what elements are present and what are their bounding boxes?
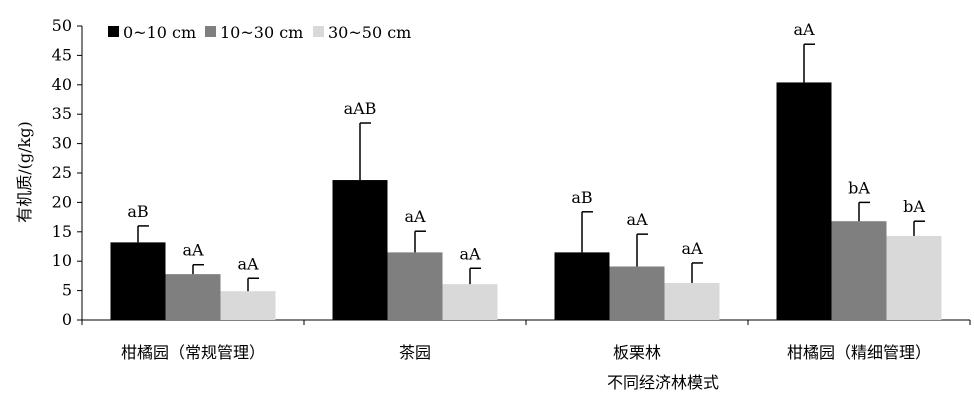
- y-tick-label: 5: [62, 281, 72, 300]
- y-tick-label: 40: [52, 75, 72, 94]
- bar: [332, 180, 388, 320]
- error-bars: [137, 43, 925, 292]
- x-axis-title: 不同经济林模式: [607, 373, 719, 392]
- data-label: aA: [237, 254, 259, 273]
- data-labels: aB aAB aB aA aA aA aA bA aA aA aA bA: [127, 20, 925, 273]
- bar: [886, 235, 942, 320]
- legend-swatch: [205, 26, 216, 37]
- bar: [554, 252, 610, 320]
- y-tick-label: 35: [52, 104, 72, 123]
- y-axis: 0 5 10 15 20 25 30 35 40 45 50: [52, 16, 83, 329]
- y-tick-label: 20: [52, 192, 72, 211]
- x-category-label: 茶园: [399, 343, 431, 362]
- data-label: aAB: [344, 99, 377, 118]
- data-label: aA: [626, 210, 648, 229]
- data-label: aA: [681, 239, 703, 258]
- data-label: aA: [459, 244, 481, 263]
- x-category-label: 柑橘园（常规管理）: [121, 343, 265, 362]
- x-category-label: 板栗林: [613, 343, 661, 362]
- data-label: aA: [404, 207, 426, 226]
- y-tick-label: 50: [52, 16, 72, 35]
- bar: [776, 82, 832, 320]
- legend: 0~10 cm 10~30 cm 30~50 cm: [108, 23, 411, 42]
- y-tick-label: 15: [52, 222, 72, 241]
- y-tick-label: 25: [52, 163, 72, 182]
- bar: [442, 284, 498, 320]
- y-axis-title: 有机质/(g/kg): [15, 121, 34, 222]
- legend-swatch: [108, 26, 119, 37]
- y-tick-label: 30: [52, 134, 72, 153]
- y-tick-label: 10: [52, 251, 72, 270]
- y-tick-label: 45: [52, 45, 72, 64]
- bar: [831, 221, 887, 320]
- bars: [110, 82, 942, 320]
- data-label: aA: [793, 20, 815, 39]
- legend-swatch: [313, 26, 324, 37]
- bar: [664, 282, 720, 320]
- bar: [387, 252, 443, 320]
- data-label: aA: [182, 241, 204, 260]
- data-label: bA: [848, 178, 870, 197]
- legend-label: 10~30 cm: [220, 23, 303, 42]
- data-label: aB: [571, 188, 592, 207]
- legend-label: 30~50 cm: [328, 23, 411, 42]
- data-label: aB: [127, 202, 148, 221]
- x-axis: 柑橘园（常规管理） 茶园 板栗林 柑橘园（精细管理）: [81, 319, 971, 362]
- x-category-label: 柑橘园（精细管理）: [787, 343, 931, 362]
- bar: [110, 242, 166, 320]
- legend-label: 0~10 cm: [123, 23, 196, 42]
- bar: [609, 266, 665, 320]
- y-tick-label: 0: [62, 310, 72, 329]
- bar: [165, 274, 221, 320]
- data-label: bA: [903, 197, 925, 216]
- bar: [220, 291, 276, 320]
